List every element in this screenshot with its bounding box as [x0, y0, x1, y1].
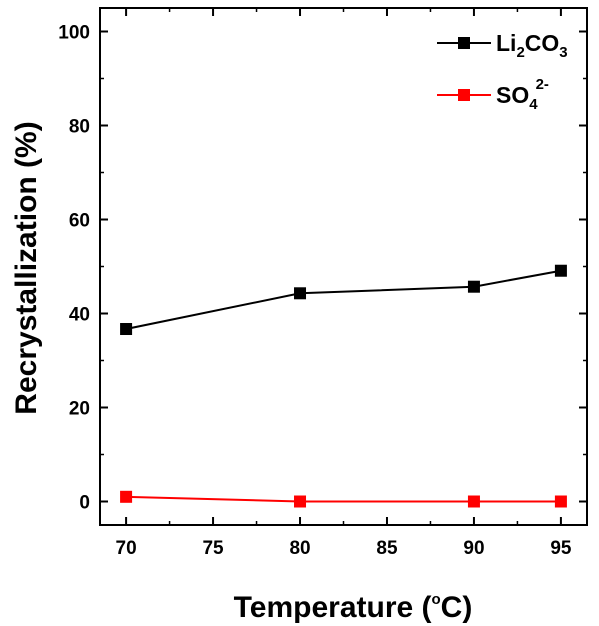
x-tick-label-80: 80 [289, 538, 310, 559]
legend-so4-sub: 4 [529, 96, 538, 113]
point-li2co3-90 [467, 280, 480, 293]
x-axis-title-end: C) [441, 591, 473, 624]
point-so4-90 [467, 495, 480, 508]
y-tick-label-100: 100 [58, 23, 90, 44]
legend-marker-so4 [458, 89, 470, 101]
legend-label-so4: SO4 2- [496, 76, 549, 113]
y-tick-label-20: 20 [69, 399, 90, 420]
point-so4-80 [294, 495, 307, 508]
y-tick-label-0: 0 [79, 493, 90, 514]
legend-so4-sup: 2- [536, 76, 549, 93]
series-line-li2co3 [125, 269, 562, 330]
legend-label-li2co3: Li2CO3 [496, 30, 568, 61]
series-group [120, 264, 567, 508]
y-tick-label-60: 60 [69, 211, 90, 232]
x-tick-label-75: 75 [202, 538, 224, 559]
legend-li-sub1: 2 [516, 44, 524, 61]
legend-li-mid: CO [525, 30, 560, 56]
legend-so4-base: SO [496, 82, 529, 108]
x-tick-label-90: 90 [463, 538, 484, 559]
legend: Li2CO3 SO4 2- [437, 30, 568, 113]
x-axis-title-main: Temperature ( [234, 591, 432, 624]
y-axis-title: Recrystallization (%) [10, 121, 43, 414]
x-tick-label-85: 85 [376, 538, 398, 559]
point-li2co3-95 [554, 264, 567, 277]
point-so4-95 [554, 495, 567, 508]
x-axis-title: Temperature (oC) [234, 591, 473, 624]
point-li2co3-70 [120, 323, 133, 336]
legend-li-base: Li [496, 30, 516, 56]
ticks-group: 70 75 80 85 90 95 0 20 40 60 80 100 [58, 8, 587, 559]
legend-li-sub2: 3 [559, 44, 567, 61]
y-tick-label-80: 80 [69, 117, 90, 138]
point-so4-70 [120, 490, 133, 503]
point-li2co3-80 [294, 287, 307, 300]
legend-item-so4: SO4 2- [437, 76, 549, 113]
x-tick-label-95: 95 [550, 538, 572, 559]
y-tick-label-40: 40 [69, 305, 90, 326]
x-tick-label-70: 70 [116, 538, 137, 559]
legend-marker-li2co3 [458, 37, 470, 49]
legend-item-li2co3: Li2CO3 [437, 30, 568, 61]
x-axis-title-degree: o [432, 591, 441, 608]
series-line-so4 [126, 495, 561, 503]
